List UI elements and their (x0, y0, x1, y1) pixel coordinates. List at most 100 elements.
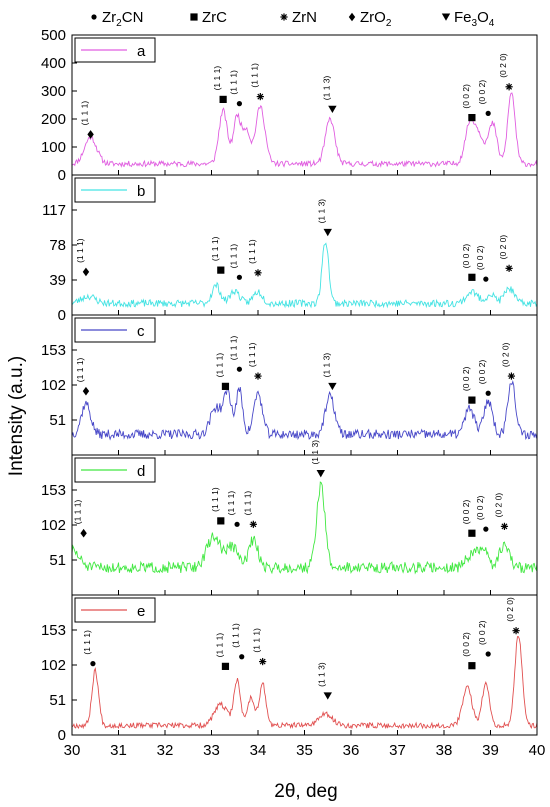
peak-miller-label: (1 1 1) (80, 101, 90, 126)
asterisk-stroke (250, 521, 257, 528)
asterisk-stroke (255, 373, 261, 380)
asterisk-stroke (506, 83, 513, 90)
peak-annotation: (0 0 2) (461, 366, 476, 404)
legend-marker (280, 13, 288, 21)
x-tick-label: 37 (389, 742, 406, 759)
x-tick-label: 35 (296, 742, 313, 759)
peak-annotation: (1 1 1) (214, 353, 230, 390)
legend-label: ZrC (202, 9, 227, 26)
legend-item-zro2: ZrO2 (348, 9, 392, 29)
peak-annotation: (1 1 1) (73, 499, 87, 538)
y-tick-label: 300 (41, 83, 66, 100)
peak-annotation: (0 2 0) (493, 493, 509, 530)
peak-marker-circle (236, 101, 242, 107)
y-tick-label: 39 (49, 272, 66, 289)
x-tick-label: 32 (157, 742, 174, 759)
peak-marker-circle (236, 274, 242, 280)
panel-legend-a: a (74, 37, 156, 63)
legend-item-zrn: ZrN (280, 9, 317, 26)
peak-marker-square (468, 662, 476, 670)
peak-annotation: (0 0 2) (475, 245, 489, 282)
asterisk-stroke (508, 373, 515, 380)
peak-marker-square (221, 662, 230, 670)
peak-annotation: (1 1 1) (75, 357, 90, 396)
peak-annotation: (0 2 0) (500, 342, 516, 380)
legend-text: ZrO (360, 9, 386, 26)
asterisk-stroke (501, 523, 508, 530)
peak-annotation: (1 1 1) (226, 491, 240, 527)
peak-miller-label: (1 1 3) (317, 662, 327, 687)
panel-legend-b: b (74, 177, 156, 203)
peak-annotation: (1 1 1) (249, 63, 264, 101)
y-tick-label: 153 (41, 342, 66, 359)
legend-marker (441, 13, 451, 21)
legend-subscript: 4 (489, 18, 495, 29)
peak-marker-asterisk (259, 657, 267, 666)
peak-miller-label: (0 2 0) (500, 342, 510, 367)
legend-text: O (477, 9, 489, 26)
peak-marker-diamond (82, 267, 90, 277)
y-tick-label: 51 (49, 412, 66, 429)
peak-miller-label: (1 1 1) (228, 70, 238, 95)
peak-annotation: (1 1 3) (321, 75, 337, 113)
asterisk-stroke (513, 627, 520, 634)
peak-marker-asterisk (505, 83, 513, 91)
peak-marker-square (468, 396, 476, 404)
peak-annotation: (1 1 3) (317, 199, 332, 237)
panel-legend-label: c (137, 323, 145, 340)
peak-marker-asterisk (256, 93, 264, 101)
y-tick-label: 153 (41, 482, 66, 499)
peak-marker-circle (485, 651, 491, 657)
peak-annotation: (0 0 2) (461, 632, 476, 670)
peak-miller-label: (1 1 1) (242, 491, 252, 516)
y-tick-label: 153 (41, 622, 66, 639)
panel-b: 0 39 78 117 b (1 1 1) (1 1 1) (1 1 1) (1 1 1) (1 … (42, 174, 538, 324)
peak-annotation: (1 1 1) (228, 335, 242, 372)
peak-miller-label: (0 0 2) (477, 80, 487, 105)
x-tick-label: 33 (203, 742, 220, 759)
y-axis-label: Intensity (a.u.) (6, 356, 27, 476)
series-line-b (72, 242, 537, 309)
panel-legend-d: d (74, 457, 156, 483)
panel-d: 51 102 153 d (1 1 1) (1 1 1) (1 1 1) (1 1 1) (1 … (41, 440, 538, 596)
peak-marker-diamond (80, 528, 87, 538)
peak-marker-asterisk (254, 269, 262, 277)
peak-marker-asterisk (500, 522, 509, 530)
peak-marker-circle (239, 654, 245, 660)
y-tick-label: 0 (58, 167, 66, 184)
asterisk-stroke (259, 658, 266, 665)
peak-miller-label: (1 1 3) (317, 199, 327, 224)
peak-marker-triangle-down (328, 105, 337, 113)
peak-miller-label: (1 1 1) (228, 335, 238, 360)
peak-miller-label: (0 0 2) (461, 632, 471, 657)
peak-miller-label: (1 1 1) (249, 63, 259, 88)
peak-miller-label: (0 0 2) (475, 495, 485, 520)
peak-miller-label: (1 1 1) (210, 487, 220, 512)
peak-marker-triangle-down (316, 470, 325, 478)
peak-miller-label: (0 0 2) (461, 366, 471, 391)
peak-miller-label: (1 1 1) (226, 491, 236, 516)
y-tick-label: 500 (41, 27, 66, 44)
x-axis-label: 2θ, deg (274, 781, 337, 802)
x-tick-label: 39 (482, 742, 499, 759)
y-tick-label: 102 (41, 517, 66, 534)
legend-subscript: 3 (472, 18, 478, 29)
y-tick-label: 51 (49, 552, 66, 569)
peak-miller-label: (1 1 1) (82, 630, 92, 655)
peak-miller-label: (1 1 3) (321, 75, 331, 100)
x-axis: 30 31 32 33 34 35 36 37 38 39 40 (64, 742, 546, 759)
panel-legend-label: e (137, 603, 145, 620)
peak-marker-asterisk (254, 372, 262, 380)
y-tick-label: 78 (49, 237, 66, 254)
y-tick-label: 102 (41, 657, 66, 674)
peak-miller-label: (1 1 3) (310, 440, 320, 465)
legend-subscript: 2 (386, 18, 392, 29)
legend-label: ZrN (292, 9, 317, 26)
peak-miller-label: (0 0 2) (461, 244, 471, 269)
peak-annotation: (0 0 2) (461, 84, 476, 122)
peak-annotation: (1 1 1) (247, 239, 262, 277)
peak-annotation: (0 0 2) (477, 80, 491, 116)
peak-annotation: (1 1 3) (317, 662, 332, 700)
peak-marker-square (468, 114, 476, 122)
peak-miller-label: (0 0 2) (477, 359, 487, 384)
